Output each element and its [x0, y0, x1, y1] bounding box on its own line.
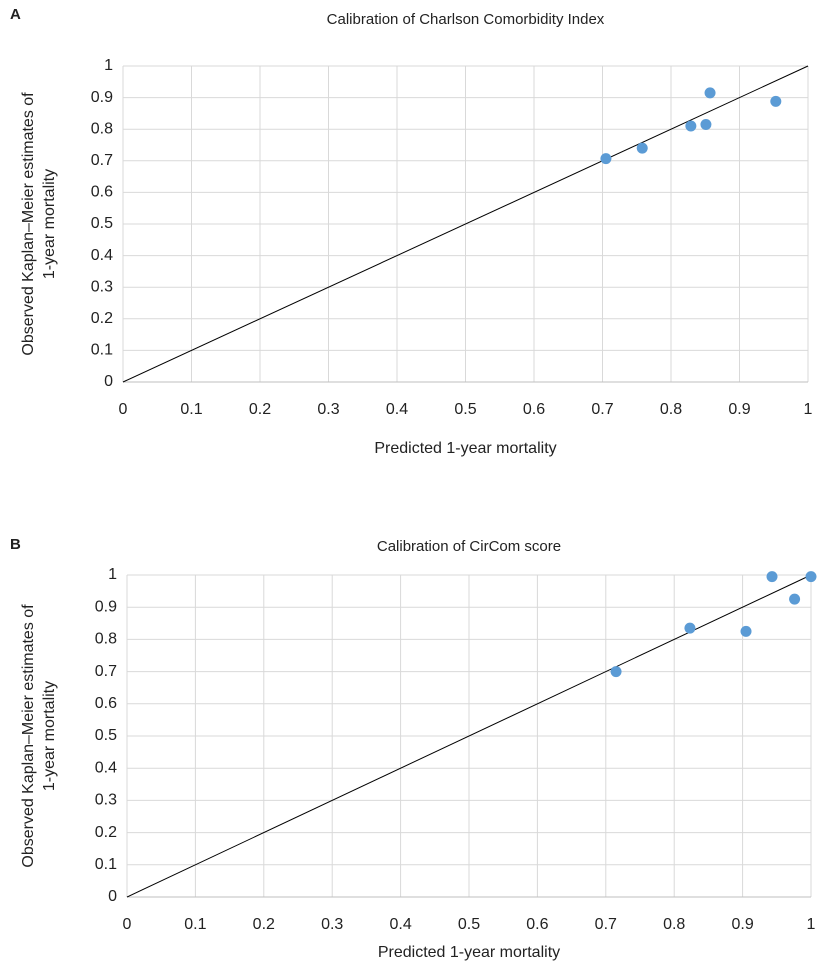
y-tick-label: 0	[108, 888, 117, 905]
y-tick-label: 0.6	[95, 695, 117, 712]
x-tick-label: 0.1	[184, 916, 206, 933]
y-axis-label: 1-year mortality	[41, 681, 58, 791]
panel-label: B	[10, 536, 21, 553]
y-axis-label: Observed Kaplan–Meier estimates of	[20, 604, 37, 868]
x-tick-label: 0.8	[663, 916, 685, 933]
chart-title: Calibration of CirCom score	[377, 538, 561, 555]
y-tick-label: 0	[104, 373, 113, 390]
chart-title: Calibration of Charlson Comorbidity Inde…	[327, 11, 605, 28]
x-axis-label: Predicted 1-year mortality	[378, 944, 560, 961]
y-tick-label: 1	[104, 57, 113, 74]
x-tick-label: 0.1	[180, 401, 202, 418]
x-tick-label: 0.3	[321, 916, 343, 933]
point	[789, 593, 801, 605]
x-tick-label: 0.2	[253, 916, 275, 933]
x-tick-label: 0	[119, 401, 128, 418]
y-tick-label: 0.1	[95, 856, 117, 873]
y-tick-label: 0.7	[95, 663, 117, 680]
point	[685, 120, 697, 132]
y-tick-label: 0.1	[91, 342, 113, 359]
y-tick-label: 0.8	[91, 120, 113, 137]
x-tick-label: 0.9	[731, 916, 753, 933]
point	[770, 95, 782, 107]
point	[636, 142, 648, 154]
x-tick-label: 0.6	[523, 401, 545, 418]
x-tick-label: 0.6	[526, 916, 548, 933]
point	[740, 625, 752, 637]
point	[704, 87, 716, 99]
y-tick-label: 0.5	[95, 727, 117, 744]
y-tick-label: 0.2	[91, 310, 113, 327]
panel-label: A	[10, 6, 21, 23]
y-tick-label: 0.9	[95, 598, 117, 615]
y-axis-label: Observed Kaplan–Meier estimates of	[20, 92, 37, 356]
x-tick-label: 0.2	[249, 401, 271, 418]
y-tick-label: 0.4	[91, 247, 113, 264]
y-axis-label: 1-year mortality	[41, 169, 58, 279]
x-tick-label: 0.8	[660, 401, 682, 418]
y-tick-label: 0.4	[95, 759, 117, 776]
reference-line	[122, 65, 809, 383]
x-tick-label: 0.4	[389, 916, 411, 933]
point	[600, 153, 612, 165]
y-tick-label: 0.9	[91, 89, 113, 106]
point	[766, 571, 778, 583]
y-tick-label: 0.8	[95, 631, 117, 648]
y-tick-label: 0.5	[91, 215, 113, 232]
x-tick-label: 1	[804, 401, 813, 418]
y-tick-label: 0.3	[95, 792, 117, 809]
point	[805, 571, 817, 583]
x-tick-label: 0.3	[317, 401, 339, 418]
x-tick-label: 0.5	[454, 401, 476, 418]
point	[700, 118, 712, 130]
x-tick-label: 0.4	[386, 401, 408, 418]
x-tick-label: 0.5	[458, 916, 480, 933]
x-tick-label: 0	[123, 916, 132, 933]
y-tick-label: 0.2	[95, 824, 117, 841]
point	[610, 666, 622, 678]
y-tick-label: 0.7	[91, 152, 113, 169]
x-tick-label: 1	[807, 916, 816, 933]
y-tick-label: 1	[108, 566, 117, 583]
x-tick-label: 0.7	[595, 916, 617, 933]
x-axis-label: Predicted 1-year mortality	[374, 440, 556, 457]
reference-line	[126, 574, 812, 898]
x-tick-label: 0.9	[728, 401, 750, 418]
y-tick-label: 0.3	[91, 278, 113, 295]
point	[684, 622, 696, 634]
x-tick-label: 0.7	[591, 401, 613, 418]
y-tick-label: 0.6	[91, 184, 113, 201]
